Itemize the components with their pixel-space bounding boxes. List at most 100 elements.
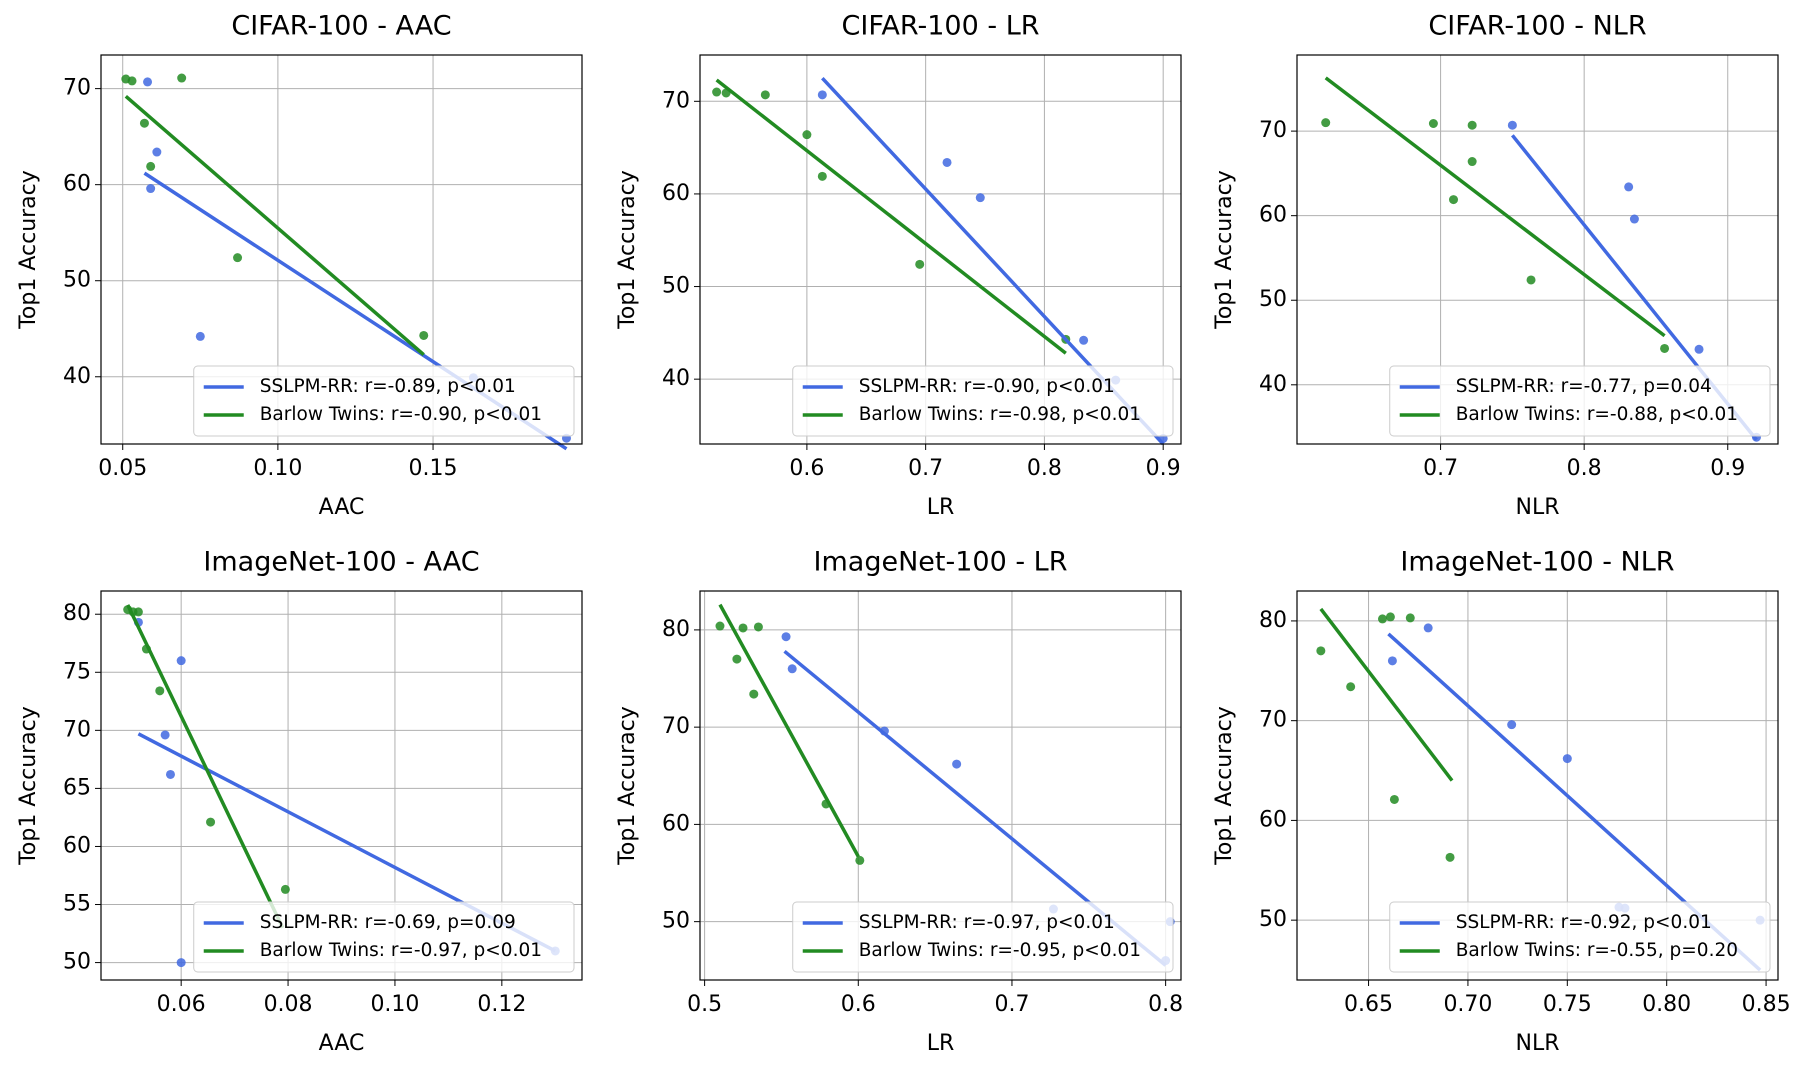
x-axis-label: LR (927, 495, 955, 520)
data-point (753, 622, 763, 632)
x-axis-label: AAC (319, 495, 365, 520)
x-tick-label: 0.5 (687, 992, 722, 1017)
data-point (127, 76, 137, 86)
y-tick-label: 60 (662, 811, 690, 836)
x-tick-label: 0.8 (1567, 456, 1602, 481)
legend: SSLPM-RR: r=-0.77, p=0.04 Barlow Twins: r… (1389, 365, 1771, 437)
fit-line (126, 604, 285, 929)
x-tick-label: 0.70 (1443, 992, 1492, 1017)
x-tick-label: 0.9 (1710, 456, 1745, 481)
fit-line (718, 603, 860, 858)
legend-label: Barlow Twins: r=-0.88, p<0.01 (1456, 404, 1738, 425)
legend-label: Barlow Twins: r=-0.90, p<0.01 (260, 404, 542, 425)
data-point (165, 769, 175, 779)
x-axis-label: NLR (1516, 495, 1560, 520)
data-point (160, 730, 170, 740)
data-point (1660, 343, 1670, 353)
legend-box (1389, 365, 1771, 437)
legend-label: Barlow Twins: r=-0.98, p<0.01 (859, 404, 1141, 425)
x-tick-label: 0.7 (994, 992, 1029, 1017)
y-axis-label: Top1 Accuracy (16, 706, 41, 866)
x-tick-label: 0.75 (1543, 992, 1592, 1017)
data-point (1526, 275, 1536, 285)
y-tick-label: 50 (662, 274, 690, 299)
data-point (1507, 120, 1517, 130)
legend-box (792, 901, 1174, 973)
data-point (176, 656, 186, 666)
axes-frame (1296, 590, 1779, 981)
subplot-title: ImageNet-100 - LR (814, 547, 1068, 578)
legend-box (792, 365, 1174, 437)
data-point (146, 184, 156, 194)
data-point (206, 817, 216, 827)
data-point (1346, 682, 1356, 692)
y-axis-label: Top1 Accuracy (615, 170, 640, 330)
x-tick-label: 0.80 (1642, 992, 1691, 1017)
legend-label: SSLPM-RR: r=-0.69, p=0.09 (260, 912, 516, 933)
y-tick-label: 70 (662, 88, 690, 113)
subplot: ImageNet-100 - AAC AAC Top1 Accuracy 0.06 0.… (16, 547, 583, 1056)
subplot: ImageNet-100 - LR LR Top1 Accuracy 0.5 0.6 0.… (615, 547, 1183, 1057)
y-axis-label: Top1 Accuracy (1212, 706, 1237, 866)
axes-frame (699, 54, 1182, 445)
data-point (1449, 195, 1459, 205)
y-tick-label: 50 (63, 268, 91, 293)
x-tick-label: 0.65 (1344, 992, 1393, 1017)
data-point (738, 623, 748, 633)
data-point (155, 686, 165, 696)
data-point (915, 259, 925, 269)
y-tick-label: 60 (63, 833, 91, 858)
y-axis-label: Top1 Accuracy (1212, 170, 1237, 330)
y-tick-label: 80 (63, 601, 91, 626)
axes-frame (100, 590, 583, 981)
subplot: CIFAR-100 - NLR NLR Top1 Accuracy 0.7 0.8 0.9… (1212, 11, 1779, 520)
x-tick-label: 0.12 (477, 992, 526, 1017)
x-axis-label: AAC (319, 1031, 365, 1056)
subplot-title: ImageNet-100 - NLR (1400, 547, 1674, 578)
y-tick-label: 40 (63, 364, 91, 389)
data-point (749, 689, 759, 699)
data-point (1629, 214, 1639, 224)
legend-label: Barlow Twins: r=-0.95, p<0.01 (859, 940, 1141, 961)
legend: SSLPM-RR: r=-0.69, p=0.09 Barlow Twins: r… (193, 901, 575, 973)
legend-box (193, 365, 575, 437)
legend-box (1389, 901, 1771, 973)
y-tick-label: 40 (662, 366, 690, 391)
x-tick-label: 0.9 (1146, 456, 1181, 481)
legend: SSLPM-RR: r=-0.97, p<0.01 Barlow Twins: r… (792, 901, 1174, 973)
legend: SSLPM-RR: r=-0.92, p<0.01 Barlow Twins: r… (1389, 901, 1771, 973)
data-point (942, 157, 952, 167)
data-point (760, 90, 770, 100)
x-axis-label: NLR (1516, 1031, 1560, 1056)
y-tick-label: 40 (1259, 372, 1287, 397)
data-point (715, 621, 725, 631)
x-tick-label: 0.10 (370, 992, 419, 1017)
data-point (233, 253, 243, 263)
y-tick-label: 80 (1259, 608, 1287, 633)
subplot-title: CIFAR-100 - LR (842, 11, 1040, 42)
data-point (1423, 623, 1433, 633)
data-point (1079, 335, 1089, 345)
x-tick-label: 0.7 (1423, 456, 1458, 481)
x-tick-label: 0.06 (157, 992, 206, 1017)
legend-label: SSLPM-RR: r=-0.77, p=0.04 (1456, 376, 1712, 397)
y-tick-label: 80 (662, 617, 690, 642)
fit-line (1324, 76, 1666, 338)
x-tick-label: 0.6 (789, 456, 824, 481)
y-tick-label: 60 (63, 172, 91, 197)
y-tick-label: 70 (63, 717, 91, 742)
data-point (817, 90, 827, 100)
y-tick-label: 50 (1259, 907, 1287, 932)
y-tick-label: 55 (63, 892, 91, 917)
data-point (1316, 646, 1326, 656)
data-point (1377, 614, 1387, 624)
data-point (1387, 656, 1397, 666)
fit-line (715, 78, 1067, 355)
data-point (975, 193, 985, 203)
data-point (817, 171, 827, 181)
data-point (732, 654, 742, 664)
data-point (1467, 157, 1477, 167)
y-tick-label: 70 (1259, 708, 1287, 733)
data-point (152, 147, 162, 157)
